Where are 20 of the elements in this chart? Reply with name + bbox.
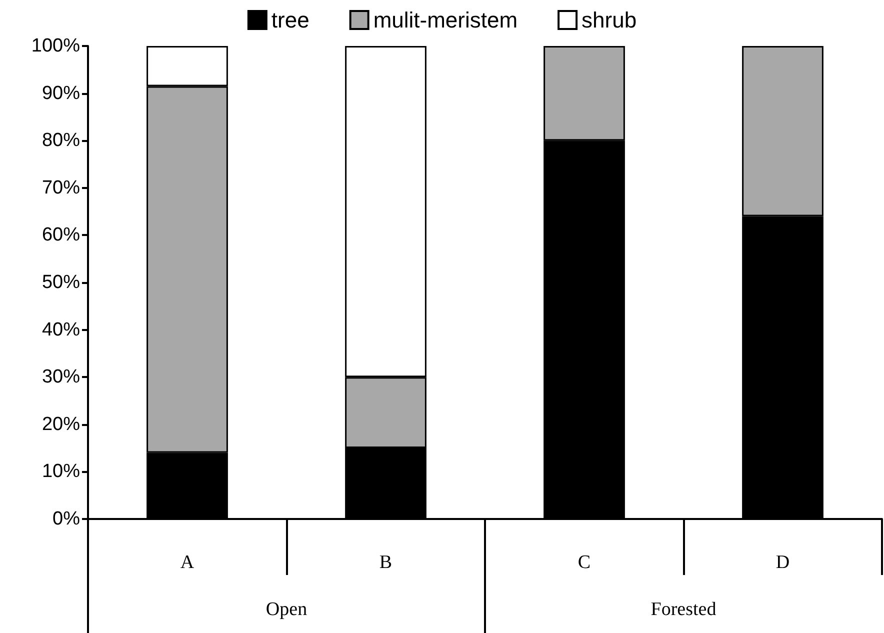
- y-tick-label: 20%: [42, 414, 80, 435]
- text: Forested: [650, 599, 716, 621]
- y-tick-label: 10%: [42, 461, 80, 482]
- legend-label: shrub: [582, 8, 637, 32]
- legend-label: tree: [271, 8, 310, 32]
- x-tick-label: C: [578, 552, 591, 573]
- y-tick-label: 0%: [52, 508, 80, 530]
- y-tick-label: 40%: [42, 319, 80, 340]
- y-tick-label: 60%: [42, 224, 80, 246]
- legend-label: mulit-meristem: [373, 8, 518, 32]
- y-tick-label: 80%: [42, 130, 80, 152]
- x-tick-label: B: [379, 552, 392, 573]
- y-tick-label: 90%: [42, 82, 80, 104]
- y-tick-label: 100%: [31, 36, 80, 56]
- x-tick-label: A: [180, 552, 194, 573]
- text: Open: [266, 599, 308, 621]
- y-tick-label: 30%: [42, 366, 80, 388]
- x-tick-label: D: [776, 552, 790, 573]
- y-tick-label: 70%: [42, 177, 80, 198]
- y-tick-label: 50%: [42, 272, 80, 293]
